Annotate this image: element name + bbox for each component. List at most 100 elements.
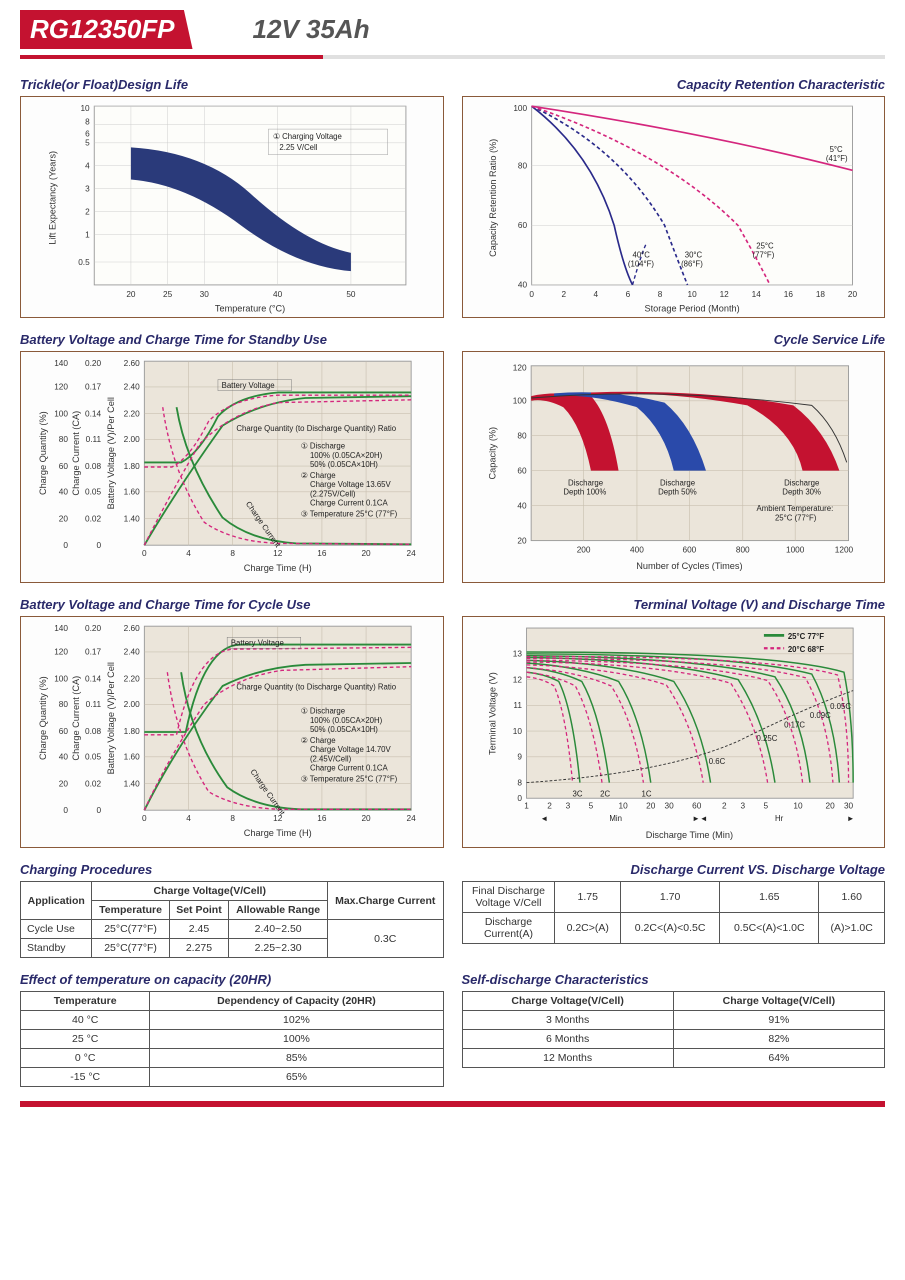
svg-text:③ Temperature 25°C (77°F): ③ Temperature 25°C (77°F) [301, 510, 398, 519]
svg-text:40: 40 [59, 488, 69, 497]
svg-text:Battery Voltage (V)/Per Cell: Battery Voltage (V)/Per Cell [106, 397, 116, 509]
svg-text:Charge Quantity (to Discharge: Charge Quantity (to Discharge Quantity) … [236, 683, 396, 692]
svg-text:1.40: 1.40 [124, 514, 140, 523]
svg-text:140: 140 [54, 624, 68, 633]
svg-text:0.14: 0.14 [85, 674, 101, 683]
svg-text:2: 2 [561, 290, 566, 299]
svg-text:② Charge: ② Charge [301, 471, 336, 480]
svg-text:20°C 68°F: 20°C 68°F [787, 645, 823, 654]
svg-text:0: 0 [63, 806, 68, 815]
svg-text:0.6C: 0.6C [708, 757, 725, 766]
svg-text:◄: ◄ [540, 814, 548, 823]
svg-text:40: 40 [517, 281, 527, 290]
svg-text:Discharge: Discharge [784, 478, 819, 487]
svg-text:100% (0.05CA×20H): 100% (0.05CA×20H) [310, 716, 383, 725]
svg-text:60: 60 [517, 466, 527, 475]
svg-text:60: 60 [59, 727, 69, 736]
svg-text:Charge Voltage 14.70V: Charge Voltage 14.70V [310, 745, 392, 754]
svg-text:30°C: 30°C [684, 250, 702, 259]
svg-text:0.17: 0.17 [85, 648, 101, 657]
svg-text:120: 120 [54, 383, 68, 392]
table-title-charging: Charging Procedures [20, 862, 444, 877]
table-title-self: Self-discharge Characteristics [462, 972, 886, 987]
svg-text:6: 6 [85, 129, 90, 138]
svg-text:Discharge: Discharge [567, 478, 602, 487]
svg-text:20: 20 [825, 801, 835, 810]
svg-text:Ambient Temperature:: Ambient Temperature: [756, 504, 833, 513]
svg-text:2.20: 2.20 [124, 409, 140, 418]
svg-text:100% (0.05CA×20H): 100% (0.05CA×20H) [310, 451, 383, 460]
svg-text:0.11: 0.11 [86, 435, 102, 444]
svg-text:100: 100 [54, 674, 68, 683]
svg-text:200: 200 [576, 546, 590, 555]
svg-text:0.08: 0.08 [85, 727, 101, 736]
svg-text:25°C (77°F): 25°C (77°F) [774, 513, 816, 522]
svg-text:5: 5 [588, 801, 593, 810]
svg-text:Discharge Time (Min): Discharge Time (Min) [645, 830, 732, 840]
svg-text:(2.275V/Cell): (2.275V/Cell) [310, 489, 356, 498]
svg-text:5: 5 [85, 139, 90, 148]
svg-text:50: 50 [346, 290, 356, 299]
svg-text:0.09C: 0.09C [809, 711, 830, 720]
svg-text:1.80: 1.80 [124, 727, 140, 736]
table-discharge: Final Discharge Voltage V/Cell 1.75 1.70… [462, 881, 886, 944]
svg-text:4: 4 [186, 549, 191, 558]
chart-retention: 40°C(104°F) 30°C(86°F) 25°C(77°F) 5°C(41… [462, 96, 886, 318]
svg-text:① Discharge: ① Discharge [301, 707, 345, 716]
svg-text:24: 24 [407, 814, 417, 823]
svg-text:Terminal Voltage (V): Terminal Voltage (V) [487, 672, 497, 755]
svg-text:Charge Voltage 13.65V: Charge Voltage 13.65V [310, 480, 392, 489]
svg-text:60: 60 [692, 801, 702, 810]
svg-text:Capacity (%): Capacity (%) [487, 427, 497, 480]
svg-text:2.40: 2.40 [124, 648, 140, 657]
svg-text:0.17: 0.17 [85, 383, 101, 392]
svg-text:Depth 100%: Depth 100% [563, 488, 606, 497]
svg-text:50% (0.05CA×10H): 50% (0.05CA×10H) [310, 460, 378, 469]
svg-text:Charge Quantity (to Discharge: Charge Quantity (to Discharge Quantity) … [236, 424, 396, 433]
svg-text:0: 0 [529, 290, 534, 299]
svg-text:120: 120 [512, 363, 526, 372]
svg-text:1C: 1C [641, 789, 651, 798]
model-badge: RG12350FP [20, 10, 193, 49]
svg-text:100: 100 [54, 409, 68, 418]
svg-text:40: 40 [59, 753, 69, 762]
svg-text:80: 80 [59, 435, 69, 444]
chart-cycleuse: 02040 6080100 120140 00.020.05 0.080.110… [20, 616, 444, 848]
svg-text:8: 8 [85, 118, 90, 127]
svg-text:5°C: 5°C [829, 145, 842, 154]
svg-text:1.60: 1.60 [124, 488, 140, 497]
svg-text:800: 800 [735, 546, 749, 555]
svg-text:Number of Cycles (Times): Number of Cycles (Times) [636, 561, 742, 571]
svg-text:4: 4 [85, 162, 90, 171]
svg-text:Discharge: Discharge [659, 478, 694, 487]
svg-text:Battery Voltage: Battery Voltage [222, 381, 275, 390]
svg-text:Depth 50%: Depth 50% [658, 488, 697, 497]
svg-text:0.02: 0.02 [85, 514, 101, 523]
svg-text:12: 12 [273, 549, 283, 558]
svg-text:20: 20 [126, 290, 136, 299]
header-underline [20, 55, 885, 59]
chart-title-standby: Battery Voltage and Charge Time for Stan… [20, 332, 444, 347]
svg-text:13: 13 [512, 650, 522, 659]
svg-text:25: 25 [163, 290, 173, 299]
svg-text:10: 10 [687, 290, 697, 299]
svg-text:(2.45V/Cell): (2.45V/Cell) [310, 754, 352, 763]
svg-text:1000: 1000 [785, 546, 804, 555]
svg-text:60: 60 [517, 221, 527, 230]
svg-text:20: 20 [646, 801, 656, 810]
svg-text:20: 20 [361, 549, 371, 558]
svg-text:2.40: 2.40 [124, 383, 140, 392]
svg-text:Charge Current 0.1CA: Charge Current 0.1CA [310, 499, 389, 508]
svg-text:1200: 1200 [834, 546, 853, 555]
svg-text:① Charging Voltage: ① Charging Voltage [273, 132, 342, 141]
svg-text:5: 5 [763, 801, 768, 810]
footer-line [20, 1101, 885, 1107]
svg-text:12: 12 [719, 290, 729, 299]
svg-text:Charge Current (CA): Charge Current (CA) [71, 676, 81, 761]
svg-text:0.11: 0.11 [86, 700, 102, 709]
svg-text:Min: Min [609, 814, 622, 823]
chart-title-cycleuse: Battery Voltage and Charge Time for Cycl… [20, 597, 444, 612]
svg-text:2.00: 2.00 [124, 435, 140, 444]
svg-text:2.25 V/Cell: 2.25 V/Cell [279, 143, 317, 152]
svg-text:(104°F): (104°F) [627, 260, 653, 269]
